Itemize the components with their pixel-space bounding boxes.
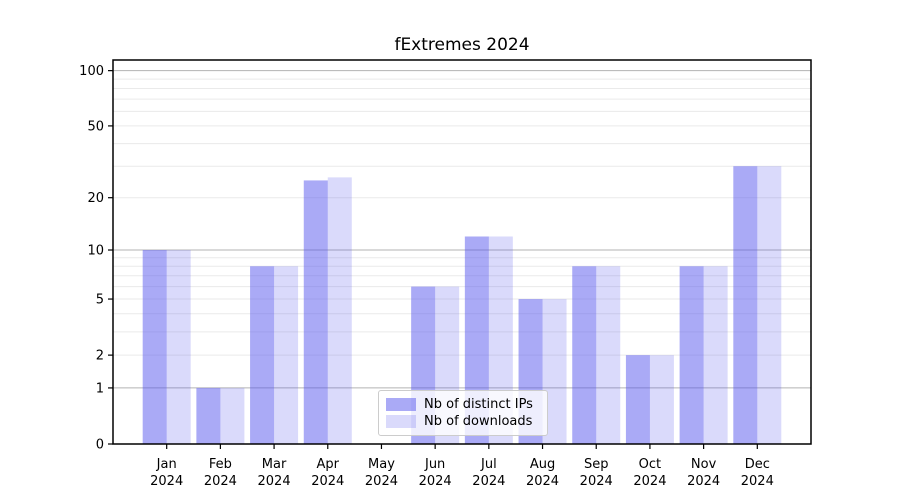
x-tick-label-may: May 2024 — [365, 457, 398, 489]
bar-distinct-ips-dec — [733, 166, 758, 444]
x-tick-label-jul: Jul 2024 — [472, 457, 505, 489]
y-tick-label-10: 10 — [87, 244, 104, 259]
bar-downloads-dec — [757, 166, 782, 444]
legend-label-distinct-ips: Nb of distinct IPs — [424, 396, 533, 412]
y-tick-label-2: 2 — [96, 349, 104, 364]
bar-downloads-apr — [327, 177, 352, 444]
bar-distinct-ips-mar — [250, 266, 275, 444]
plot-spines — [112, 59, 812, 445]
chart-title: fExtremes 2024 — [394, 35, 530, 55]
x-tick-label-sep: Sep 2024 — [580, 457, 613, 489]
bar-downloads-mar — [274, 266, 299, 444]
x-tick-label-feb: Feb 2024 — [204, 457, 237, 489]
bar-distinct-ips-oct — [625, 355, 650, 444]
x-tick-label-apr: Apr 2024 — [311, 457, 344, 489]
bar-downloads-oct — [649, 355, 674, 444]
x-tick-label-aug: Aug 2024 — [526, 457, 559, 489]
y-tick-label-0: 0 — [96, 438, 104, 453]
bar-distinct-ips-apr — [303, 180, 328, 444]
bar-downloads-nov — [703, 266, 728, 444]
bar-downloads-feb — [220, 387, 245, 444]
bar-downloads-jan — [166, 250, 191, 444]
y-tick-label-1: 1 — [96, 381, 104, 396]
bar-distinct-ips-jan — [142, 250, 167, 444]
x-tick-label-oct: Oct 2024 — [633, 457, 666, 489]
bar-distinct-ips-feb — [196, 387, 221, 444]
x-tick-label-jan: Jan 2024 — [150, 457, 183, 489]
y-tick-label-100: 100 — [79, 64, 104, 79]
bar-distinct-ips-nov — [679, 266, 704, 444]
x-tick-label-jun: Jun 2024 — [419, 457, 452, 489]
x-tick-label-nov: Nov 2024 — [687, 457, 720, 489]
x-tick-label-mar: Mar 2024 — [258, 457, 291, 489]
y-tick-label-5: 5 — [96, 293, 104, 308]
bar-distinct-ips-sep — [572, 266, 597, 444]
legend: Nb of distinct IPs Nb of downloads — [378, 390, 548, 436]
legend-item-distinct-ips: Nb of distinct IPs — [386, 397, 540, 412]
legend-swatch-distinct-ips — [386, 397, 416, 411]
y-tick-label-20: 20 — [87, 191, 104, 206]
legend-swatch-downloads — [386, 415, 416, 429]
x-tick-label-dec: Dec 2024 — [741, 457, 774, 489]
y-tick-label-50: 50 — [87, 119, 104, 134]
legend-label-downloads: Nb of downloads — [424, 414, 533, 430]
legend-item-downloads: Nb of downloads — [386, 414, 540, 429]
bar-downloads-sep — [596, 266, 621, 444]
